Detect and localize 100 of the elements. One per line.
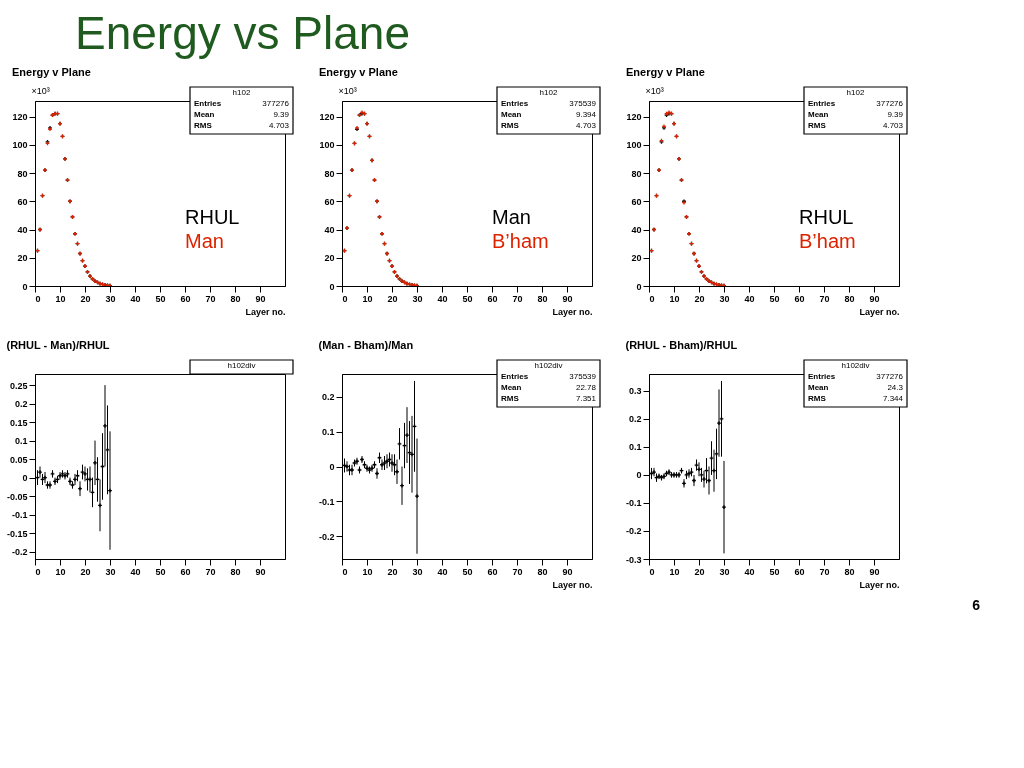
x-tick-label: 30 (412, 293, 423, 304)
y-tick-label: -0.3 (625, 554, 642, 565)
y-tick-label: 120 (626, 112, 642, 123)
x-tick-label: 60 (794, 566, 805, 577)
y-tick-label: 0 (22, 281, 28, 292)
x-tick-label: 80 (537, 566, 548, 577)
y-tick-label: -0.1 (11, 510, 28, 521)
x-tick-label: 40 (437, 566, 448, 577)
text: 6 (972, 597, 981, 613)
x-tick-label: 20 (387, 566, 398, 577)
text: Mean 24.3 (808, 383, 903, 392)
x-tick-label: 70 (512, 293, 523, 304)
y-tick-label: 0.1 (14, 436, 28, 447)
x-tick-label: 80 (230, 293, 241, 304)
y-tick-label: 0.2 (321, 392, 335, 403)
y-tick-label: 0 (329, 462, 335, 472)
text: Energy vs Plane (75, 7, 410, 59)
y-tick-label: 60 (631, 196, 642, 207)
text: RMS 4.703 (808, 121, 903, 130)
text: h102 (846, 88, 865, 97)
x-axis-title: Layer no. (552, 306, 593, 317)
text: RHUL (185, 206, 240, 229)
y-tick-label: 40 (17, 225, 28, 236)
y-tick-label: 100 (319, 140, 335, 151)
chart-title: (Man - Bham)/Man (318, 339, 414, 352)
text: Entries 377276 (194, 99, 289, 108)
y-tick-label: 0.2 (628, 414, 642, 425)
text: Mean 22.78 (501, 383, 596, 392)
x-tick-label: 30 (719, 293, 730, 304)
text: Man (492, 206, 531, 229)
x-tick-label: 40 (130, 293, 141, 304)
y-tick-label: 100 (12, 140, 28, 151)
x-tick-label: 50 (769, 566, 780, 577)
y-tick-label: 0 (22, 473, 28, 484)
x-axis-title: Layer no. (859, 306, 900, 317)
y-tick-label: -0.05 (6, 491, 28, 502)
x-tick-label: 90 (255, 566, 266, 577)
y-tick-label: 100 (626, 140, 642, 151)
y-tick-label: 0.25 (9, 380, 28, 391)
text: B’ham (799, 230, 856, 253)
x-tick-label: 60 (180, 566, 191, 577)
x-tick-label: 70 (205, 566, 216, 577)
x-tick-label: 20 (387, 293, 398, 304)
x-tick-label: 50 (769, 293, 780, 304)
x-tick-label: 10 (669, 293, 680, 304)
x-tick-label: 30 (105, 293, 116, 304)
y-tick-label: 60 (324, 196, 335, 207)
y-tick-label: 0.2 (14, 399, 28, 410)
chart-title: Energy v Plane (625, 66, 705, 78)
text: h102div (534, 361, 563, 370)
x-tick-label: 50 (155, 566, 166, 577)
x-tick-label: 60 (487, 293, 498, 304)
y-tick-label: 0 (636, 470, 642, 481)
x-tick-label: 10 (669, 566, 680, 577)
text: Mean 9.394 (501, 110, 596, 119)
y-tick-label: -0.2 (625, 526, 642, 537)
text: RMS 7.344 (808, 394, 903, 403)
x-tick-label: 20 (694, 566, 705, 577)
chart-title: Energy v Plane (318, 66, 398, 78)
text: Entries 375539 (501, 99, 596, 108)
y-tick-label: 80 (631, 168, 642, 179)
x-tick-label: 30 (105, 566, 116, 577)
chart-title: (RHUL - Bham)/RHUL (625, 339, 738, 352)
x-tick-label: 10 (55, 293, 66, 304)
y-tick-label: 80 (324, 168, 335, 179)
y-tick-label: -0.2 (318, 531, 335, 542)
text: RMS 4.703 (194, 121, 289, 130)
x-tick-label: 80 (230, 566, 241, 577)
text: Mean 9.39 (194, 110, 289, 119)
y-tick-label: 40 (631, 225, 642, 236)
y-tick-label: 0.05 (9, 454, 28, 465)
y-axis-title: ×10³ (31, 85, 50, 96)
y-tick-label: 0.1 (321, 427, 335, 438)
x-tick-label: 90 (562, 566, 573, 577)
y-tick-label: 0.1 (628, 442, 642, 453)
y-tick-label: -0.15 (6, 528, 28, 539)
x-tick-label: 70 (819, 293, 830, 304)
y-axis-title: ×10³ (338, 85, 357, 96)
x-tick-label: 60 (794, 293, 805, 304)
x-tick-label: 0 (342, 293, 348, 304)
y-tick-label: 20 (324, 253, 335, 264)
x-tick-label: 40 (744, 566, 755, 577)
x-tick-label: 0 (649, 293, 655, 304)
x-tick-label: 90 (869, 566, 880, 577)
text: Man (185, 230, 224, 253)
y-tick-label: 20 (17, 253, 28, 264)
x-tick-label: 10 (55, 566, 66, 577)
x-tick-label: 20 (80, 566, 91, 577)
x-tick-label: 30 (412, 566, 423, 577)
text: h102div (227, 361, 256, 370)
chart-title: (RHUL - Man)/RHUL (6, 339, 110, 352)
x-tick-label: 20 (80, 293, 91, 304)
text: Entries 377276 (808, 99, 903, 108)
x-tick-label: 90 (869, 293, 880, 304)
x-tick-label: 60 (180, 293, 191, 304)
text: Entries 377276 (808, 372, 903, 381)
y-tick-label: 0.3 (628, 386, 642, 397)
text: Mean 9.39 (808, 110, 903, 119)
x-tick-label: 70 (512, 566, 523, 577)
x-tick-label: 10 (362, 566, 373, 577)
